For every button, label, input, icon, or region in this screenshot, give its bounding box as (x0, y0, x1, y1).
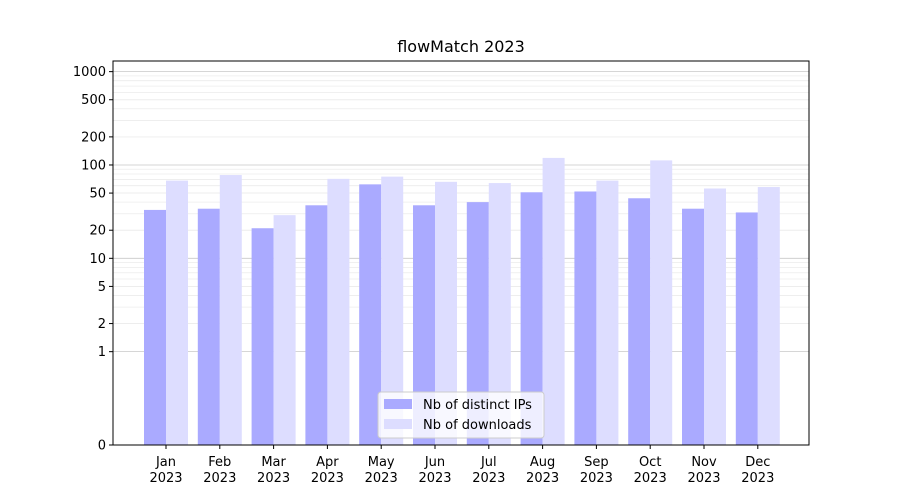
x-tick-label-month: Feb (208, 455, 231, 470)
x-tick-label-month: Nov (691, 455, 717, 470)
bar-distinct-ips (359, 184, 382, 445)
legend-label: Nb of downloads (423, 418, 532, 433)
x-tick-label-month: Jul (480, 455, 497, 470)
x-tick-label-year: 2023 (741, 471, 774, 486)
x-tick-label-month: Aug (530, 455, 555, 470)
y-tick-label: 50 (89, 187, 106, 202)
x-tick-label-month: Sep (584, 455, 609, 470)
x-tick-label-year: 2023 (365, 471, 398, 486)
y-tick-label: 100 (81, 158, 106, 173)
x-tick-label-year: 2023 (634, 471, 667, 486)
x-tick-label-year: 2023 (203, 471, 236, 486)
x-tick-label-month: Jan (155, 455, 176, 470)
legend-box (377, 391, 545, 439)
legend-label: Nb of distinct IPs (423, 398, 532, 413)
y-tick-label: 10 (89, 252, 106, 267)
x-tick-label-month: May (368, 455, 395, 470)
bar-distinct-ips (305, 205, 328, 445)
bar-downloads (704, 188, 726, 445)
bar-distinct-ips (413, 205, 435, 445)
bar-downloads (542, 157, 565, 446)
x-tick-label-year: 2023 (418, 471, 451, 486)
bar-downloads (327, 178, 350, 445)
x-tick-label-year: 2023 (149, 471, 182, 486)
bar-downloads (435, 181, 457, 445)
x-tick-label-year: 2023 (687, 471, 720, 486)
bar-downloads (273, 215, 296, 445)
bar-distinct-ips (466, 202, 489, 445)
legend: Nb of distinct IPs Nb of downloads (377, 391, 545, 439)
x-tick-label-year: 2023 (472, 471, 505, 486)
x-tick-label-year: 2023 (257, 471, 290, 486)
bar-downloads (488, 183, 511, 446)
bar-downloads (166, 180, 188, 445)
chart-title: flowMatch 2023 (397, 37, 525, 56)
bars-group (144, 157, 780, 446)
y-axis: 0 1 2 5 10 20 50 100 200 500 1000 (73, 65, 113, 454)
bar-downloads (219, 175, 242, 445)
bar-distinct-ips (197, 208, 220, 445)
bar-distinct-ips (520, 192, 543, 445)
y-tick-label: 1000 (73, 65, 106, 80)
x-axis: Jan2023Feb2023Mar2023Apr2023May2023Jun20… (149, 445, 774, 486)
legend-swatch (384, 399, 412, 409)
bar-downloads (381, 176, 404, 445)
x-tick-label-month: Jun (424, 455, 445, 470)
x-tick-label-year: 2023 (526, 471, 559, 486)
y-tick-label: 5 (98, 280, 106, 295)
y-tick-label: 20 (89, 224, 106, 239)
y-tick-label: 0 (98, 439, 106, 454)
y-tick-label: 1 (98, 345, 106, 360)
y-tick-label: 200 (81, 130, 106, 145)
x-tick-label-month: Mar (261, 455, 286, 470)
bar-distinct-ips (574, 191, 597, 445)
y-tick-label: 2 (98, 317, 106, 332)
bar-downloads (650, 160, 673, 445)
x-tick-label-month: Apr (316, 455, 339, 470)
x-tick-label-year: 2023 (580, 471, 613, 486)
plot-frame (112, 60, 810, 446)
legend-swatch (384, 419, 412, 429)
bar-distinct-ips (251, 228, 274, 445)
x-tick-label-year: 2023 (311, 471, 344, 486)
bar-distinct-ips (682, 208, 704, 445)
x-tick-label-month: Dec (745, 455, 770, 470)
x-tick-label-month: Oct (639, 455, 661, 470)
bar-downloads (757, 187, 780, 445)
bar-distinct-ips (735, 212, 758, 445)
bar-distinct-ips (144, 209, 166, 445)
y-tick-label: 500 (81, 93, 106, 108)
bar-downloads (596, 180, 619, 445)
bar-distinct-ips (628, 198, 651, 445)
